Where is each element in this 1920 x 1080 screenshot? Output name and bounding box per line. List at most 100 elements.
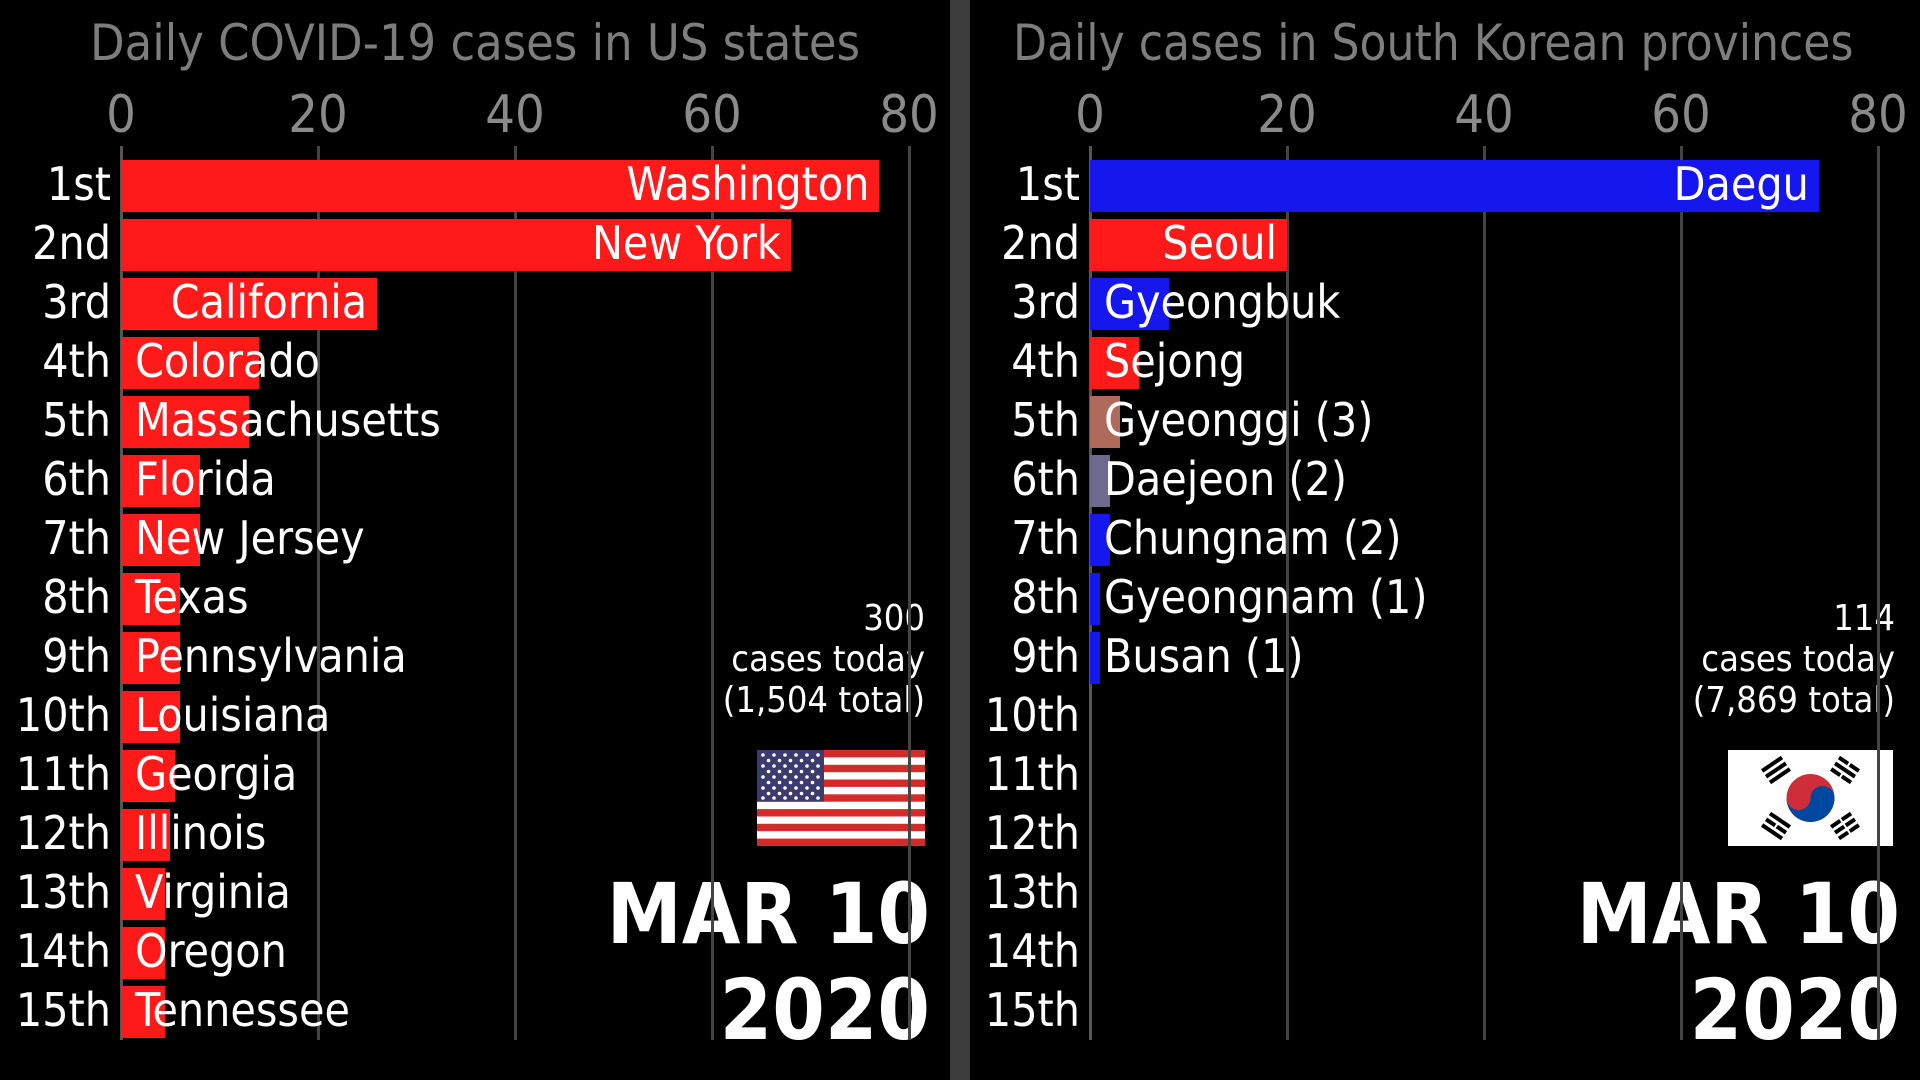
bar-label: Sejong bbox=[1104, 334, 1246, 388]
bar-label: Chungnam (2) bbox=[1104, 511, 1402, 565]
bar-label: New York bbox=[591, 216, 781, 270]
x-tick-label: 40 bbox=[1454, 85, 1514, 145]
rank-label: 14th bbox=[15, 924, 111, 978]
bar bbox=[121, 868, 166, 920]
bar bbox=[121, 219, 791, 271]
rank-label: 1st bbox=[46, 157, 111, 211]
x-tick-label: 80 bbox=[879, 85, 939, 145]
x-tick-label: 20 bbox=[1257, 85, 1317, 145]
south-korea-chart: Daily cases in South Korean provinces bbox=[970, 0, 1920, 1080]
bar-label: Washington bbox=[626, 157, 870, 211]
bar bbox=[1090, 160, 1819, 212]
chart-title: Daily cases in South Korean provinces bbox=[1013, 14, 1854, 72]
x-tick-label: 0 bbox=[1075, 85, 1105, 145]
bar-label: Gyeongbuk bbox=[1104, 275, 1341, 329]
bar-label: Gyeonggi (3) bbox=[1104, 393, 1374, 447]
date-year: 2020 bbox=[719, 961, 930, 1059]
rank-label: 4th bbox=[1011, 334, 1080, 388]
rank-label: 7th bbox=[1011, 511, 1080, 565]
rank-label: 6th bbox=[1011, 452, 1080, 506]
rank-label: 15th bbox=[984, 983, 1080, 1037]
gridline bbox=[317, 146, 320, 1040]
bar-label: California bbox=[170, 275, 368, 329]
rank-label: 2nd bbox=[1001, 216, 1080, 270]
bar-label: Pennsylvania bbox=[135, 629, 407, 683]
cases-today-label: cases today bbox=[1701, 639, 1895, 680]
rank-label: 11th bbox=[15, 747, 111, 801]
rank-label: 13th bbox=[984, 865, 1080, 919]
cases-total: (1,504 total) bbox=[722, 680, 925, 721]
rank-label: 15th bbox=[15, 983, 111, 1037]
x-tick-label: 60 bbox=[1651, 85, 1711, 145]
bar-label: Oregon bbox=[135, 924, 287, 978]
rank-label: 11th bbox=[984, 747, 1080, 801]
bar bbox=[121, 809, 171, 861]
rank-label: 13th bbox=[15, 865, 111, 919]
gridline bbox=[1877, 146, 1880, 1040]
cases-total: (7,869 total) bbox=[1692, 680, 1895, 721]
bar bbox=[121, 691, 181, 743]
bar bbox=[1090, 337, 1140, 389]
bar bbox=[121, 160, 880, 212]
bar-label: Georgia bbox=[135, 747, 298, 801]
rank-label: 5th bbox=[42, 393, 111, 447]
bar bbox=[121, 573, 181, 625]
us-flag bbox=[757, 750, 925, 846]
gridline bbox=[1680, 146, 1683, 1040]
rank-label: 3rd bbox=[1011, 275, 1080, 329]
rank-label: 14th bbox=[984, 924, 1080, 978]
bar-label: Gyeongnam (1) bbox=[1104, 570, 1428, 624]
date-display: MAR 10 2020 bbox=[530, 866, 930, 1058]
gridline bbox=[711, 146, 714, 1040]
south-korea-flag bbox=[1728, 750, 1893, 846]
bar-label: Daejeon (2) bbox=[1104, 452, 1347, 506]
bar bbox=[1090, 632, 1100, 684]
rank-label: 5th bbox=[1011, 393, 1080, 447]
rank-label: 7th bbox=[42, 511, 111, 565]
gridline bbox=[514, 146, 517, 1040]
rank-label: 9th bbox=[42, 629, 111, 683]
bar bbox=[1090, 514, 1110, 566]
rank-label: 9th bbox=[1011, 629, 1080, 683]
rank-label: 3rd bbox=[42, 275, 111, 329]
bar-label: Louisiana bbox=[135, 688, 331, 742]
x-tick-label: 40 bbox=[485, 85, 545, 145]
bar bbox=[121, 986, 166, 1038]
gridline bbox=[908, 146, 911, 1040]
bar-label: New Jersey bbox=[135, 511, 365, 565]
bar bbox=[121, 750, 176, 802]
bar bbox=[121, 632, 181, 684]
cases-today-label: cases today bbox=[731, 639, 925, 680]
panel-divider bbox=[950, 0, 970, 1080]
cases-today-count: 300 bbox=[863, 598, 925, 639]
rank-label: 12th bbox=[984, 806, 1080, 860]
bar bbox=[121, 396, 250, 448]
bar bbox=[121, 927, 166, 979]
cases-summary: 114 cases today (7,869 total) bbox=[1595, 598, 1895, 721]
bar-label: Texas bbox=[135, 570, 249, 624]
bar-label: Illinois bbox=[135, 806, 267, 860]
bar bbox=[121, 337, 259, 389]
rank-label: 10th bbox=[15, 688, 111, 742]
date-year: 2020 bbox=[1689, 961, 1900, 1059]
gridline bbox=[1483, 146, 1486, 1040]
bar-label: Tennessee bbox=[135, 983, 350, 1037]
rank-label: 1st bbox=[1015, 157, 1080, 211]
rank-label: 12th bbox=[15, 806, 111, 860]
gridline bbox=[1286, 146, 1289, 1040]
bar bbox=[121, 278, 378, 330]
rank-label: 8th bbox=[1011, 570, 1080, 624]
date-month-day: MAR 10 bbox=[1576, 865, 1900, 963]
us-states-chart: Daily COVID-19 cases in US states bbox=[0, 0, 950, 1080]
bar-label: Massachusetts bbox=[135, 393, 441, 447]
bar bbox=[1090, 573, 1100, 625]
bar bbox=[1090, 219, 1287, 271]
bar-label: Colorado bbox=[135, 334, 320, 388]
bar-label: Seoul bbox=[1162, 216, 1277, 270]
x-tick-label: 60 bbox=[682, 85, 742, 145]
bar-label: Florida bbox=[135, 452, 276, 506]
bar bbox=[121, 514, 200, 566]
rank-label: 8th bbox=[42, 570, 111, 624]
x-tick-label: 20 bbox=[288, 85, 348, 145]
bar-label: Daegu bbox=[1673, 157, 1809, 211]
